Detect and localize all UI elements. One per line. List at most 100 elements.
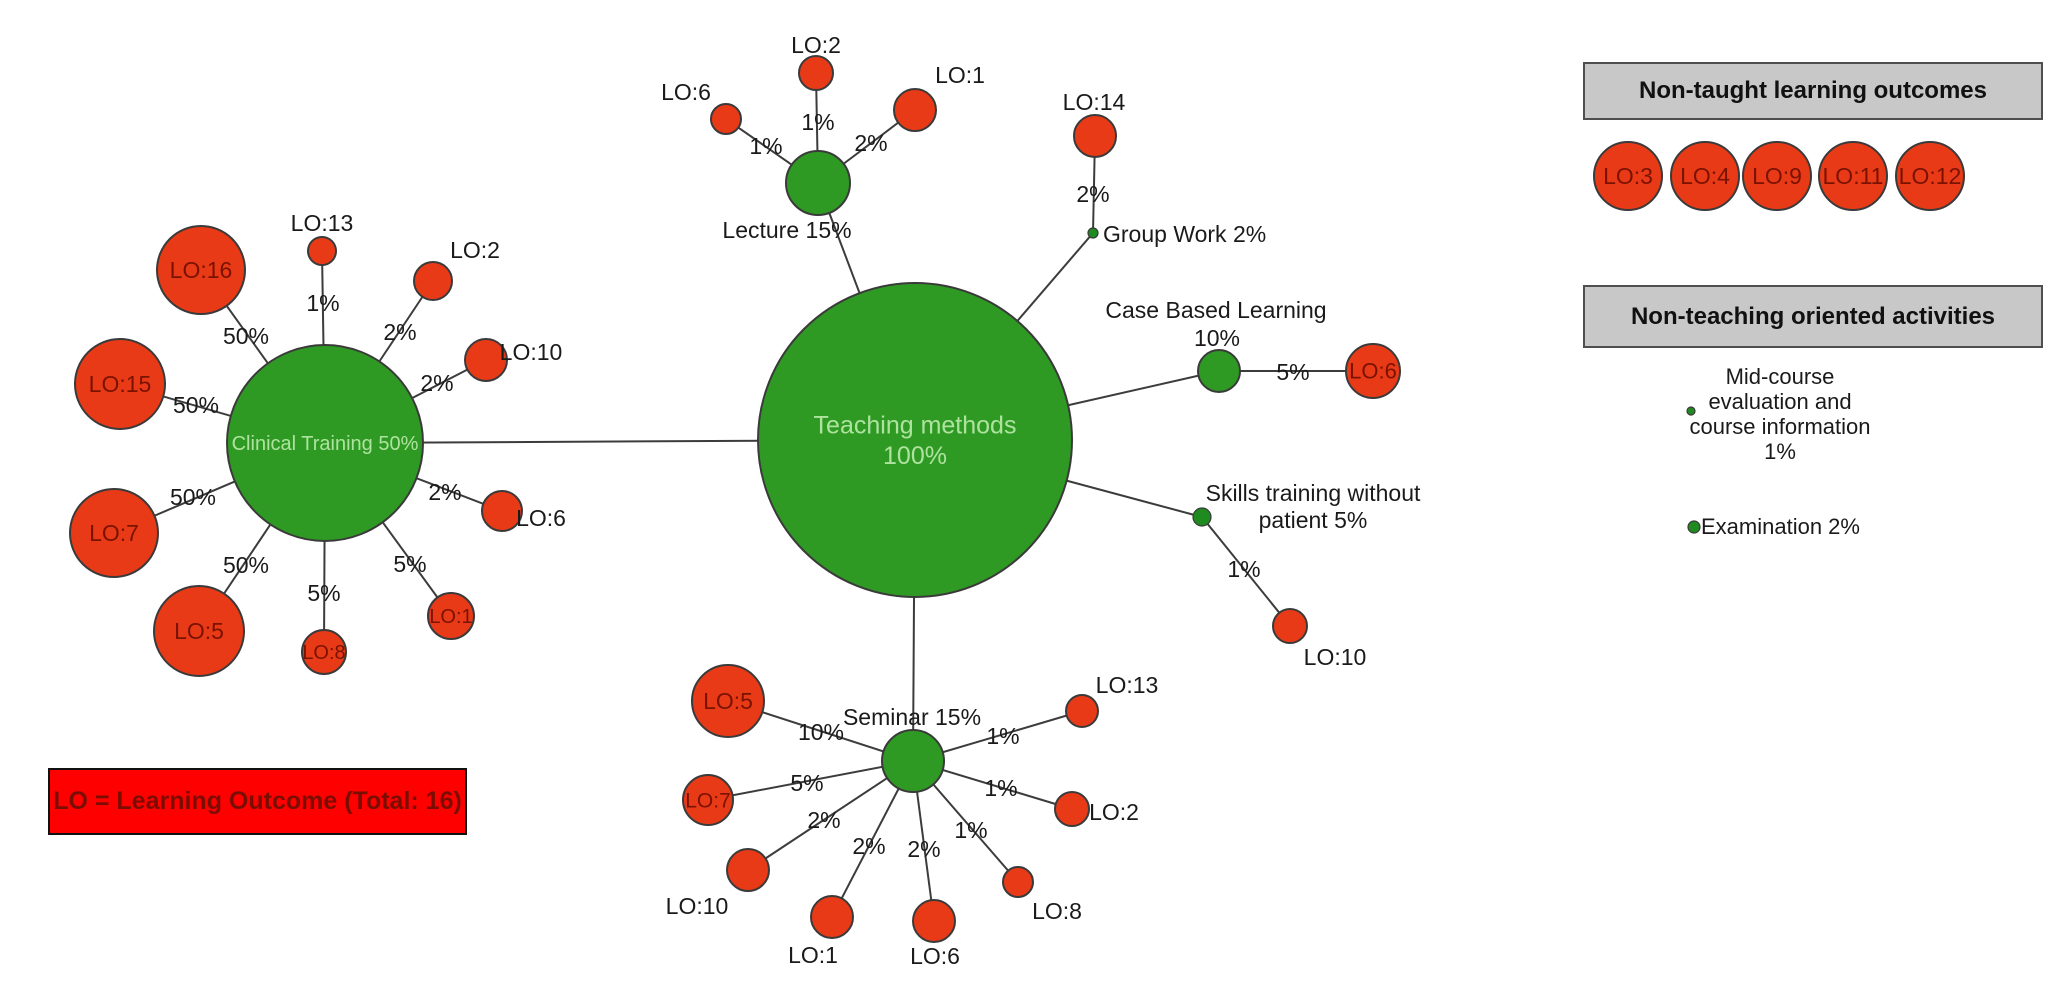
pct-lo2-seminar: 1%: [984, 775, 1017, 801]
label-lo13-seminar: LO:13: [1096, 672, 1159, 698]
pct-lo15-clinical: 50%: [173, 392, 219, 418]
lo-8-clinical: [301, 629, 347, 675]
label-lo8-seminar: LO:8: [1032, 898, 1082, 924]
pct-lo10-skills: 1%: [1227, 556, 1260, 582]
lo-8-seminar: [1002, 866, 1034, 898]
pct-lo6-seminar: 2%: [907, 836, 940, 862]
hub-teaching-methods-label: Teaching methods 100%: [814, 412, 1017, 471]
lo-16-clinical: [156, 225, 246, 315]
pct-lo10-seminar: 2%: [807, 807, 840, 833]
label-lo1-seminar: LO:1: [788, 942, 838, 968]
pct-lo16-clinical: 50%: [223, 323, 269, 349]
lo-15-clinical-label: LO:15: [89, 371, 152, 397]
pct-lo7-seminar: 5%: [790, 770, 823, 796]
hub-clinical-training: [226, 344, 424, 542]
caption-skills-line2: patient 5%: [1259, 507, 1368, 533]
label-lo6-seminar: LO:6: [910, 943, 960, 969]
label-lo14-group-work: LO:14: [1063, 89, 1126, 115]
hub-teaching-methods: [757, 282, 1073, 598]
hub-clinical-training-label: Clinical Training 50%: [232, 433, 419, 455]
non-taught-outcomes-header: Non-taught learning outcomes: [1583, 62, 2043, 120]
lo-1-clinical-label: LO:1: [429, 606, 472, 628]
pct-lo8-clinical: 5%: [307, 580, 340, 606]
lo-10-skills: [1272, 608, 1308, 644]
lo-16-clinical-label: LO:16: [170, 257, 233, 283]
caption-case-based-line1: Case Based Learning: [1105, 297, 1326, 323]
lo-6-case-based: [1345, 343, 1401, 399]
pct-lo5-clinical: 50%: [223, 552, 269, 578]
lo-5-seminar: [691, 664, 765, 738]
lo-6-case-based-label: LO:6: [1349, 359, 1397, 384]
lo-5-clinical-label: LO:5: [174, 618, 224, 644]
lo-2-seminar: [1054, 791, 1090, 827]
lo-11-panel: [1818, 141, 1888, 211]
pct-lo6-lecture: 1%: [749, 133, 782, 159]
lo-7-seminar-label: LO:7: [685, 789, 731, 812]
pct-lo5-seminar: 10%: [798, 719, 844, 745]
label-lo10-clinical: LO:10: [500, 339, 563, 365]
pct-lo1-seminar: 2%: [852, 833, 885, 859]
lo-7-seminar: [682, 774, 734, 826]
caption-skills-line1: Skills training without: [1206, 480, 1421, 506]
lo-9-panel: [1742, 141, 1812, 211]
label-lo2-lecture: LO:2: [791, 32, 841, 58]
lo-legend-box: LO = Learning Outcome (Total: 16): [48, 768, 467, 835]
label-lo6-lecture: LO:6: [661, 79, 711, 105]
pct-lo1-lecture: 2%: [854, 130, 887, 156]
dot-midcourse-evaluation: [1686, 406, 1696, 416]
pct-lo10-clinical: 2%: [420, 370, 453, 396]
lo-6-clinical: [481, 490, 523, 532]
lo-12-panel: [1895, 141, 1965, 211]
lo-3-panel-label: LO:3: [1603, 163, 1653, 189]
lo-11-panel-label: LO:11: [1823, 163, 1884, 189]
lo-4-panel: [1670, 141, 1740, 211]
label-lo2-seminar: LO:2: [1089, 799, 1139, 825]
lo-2-clinical: [413, 261, 453, 301]
hub-lecture: [785, 150, 851, 216]
label-lo10-skills: LO:10: [1304, 644, 1367, 670]
lo-13-clinical: [307, 236, 337, 266]
pct-lo14-group-work: 2%: [1076, 181, 1109, 207]
lo-3-panel: [1593, 141, 1663, 211]
pct-lo2-clinical: 2%: [383, 319, 416, 345]
non-teaching-activities-header: Non-teaching oriented activities: [1583, 285, 2043, 348]
pct-lo1-clinical: 5%: [393, 551, 426, 577]
lo-14-group-work: [1073, 114, 1117, 158]
hub-case-based-learning: [1197, 349, 1241, 393]
lo-2-lecture: [798, 55, 834, 91]
label-lo6-clinical: LO:6: [516, 505, 566, 531]
lo-10-seminar: [726, 848, 770, 892]
lo-4-panel-label: LO:4: [1680, 163, 1730, 189]
pct-lo13-seminar: 1%: [986, 723, 1019, 749]
lo-5-seminar-label: LO:5: [703, 688, 753, 714]
lo-1-seminar: [810, 895, 854, 939]
lo-1-lecture: [893, 88, 937, 132]
edge-line: [707, 760, 914, 801]
caption-group-work: Group Work 2%: [1103, 221, 1266, 247]
lo-6-seminar: [912, 899, 956, 943]
label-lo2-clinical: LO:2: [450, 237, 500, 263]
label-lo13-clinical: LO:13: [291, 210, 354, 236]
lo-5-clinical: [153, 585, 245, 677]
hub-seminar: [881, 729, 945, 793]
lo-7-clinical-label: LO:7: [89, 520, 139, 546]
dot-group-work: [1087, 227, 1099, 239]
caption-lecture: Lecture 15%: [722, 217, 851, 243]
edge-line: [747, 760, 914, 871]
pct-lo13-clinical: 1%: [306, 290, 339, 316]
dot-examination: [1687, 520, 1701, 534]
lo-10-clinical: [464, 338, 508, 382]
lo-7-clinical: [69, 488, 159, 578]
dot-skills-training: [1192, 507, 1212, 527]
lo-1-clinical: [427, 592, 475, 640]
examination-label: Examination 2%: [1701, 514, 1860, 539]
label-lo10-seminar: LO:10: [666, 893, 729, 919]
midcourse-evaluation-label: Mid-course evaluation and course informa…: [1689, 364, 1871, 464]
pct-lo6-case-based: 5%: [1276, 359, 1309, 385]
edge-line: [1201, 516, 1291, 627]
pct-lo6-clinical: 2%: [428, 479, 461, 505]
pct-lo8-seminar: 1%: [954, 817, 987, 843]
label-lo1-lecture: LO:1: [935, 62, 985, 88]
pct-lo7-clinical: 50%: [170, 484, 216, 510]
